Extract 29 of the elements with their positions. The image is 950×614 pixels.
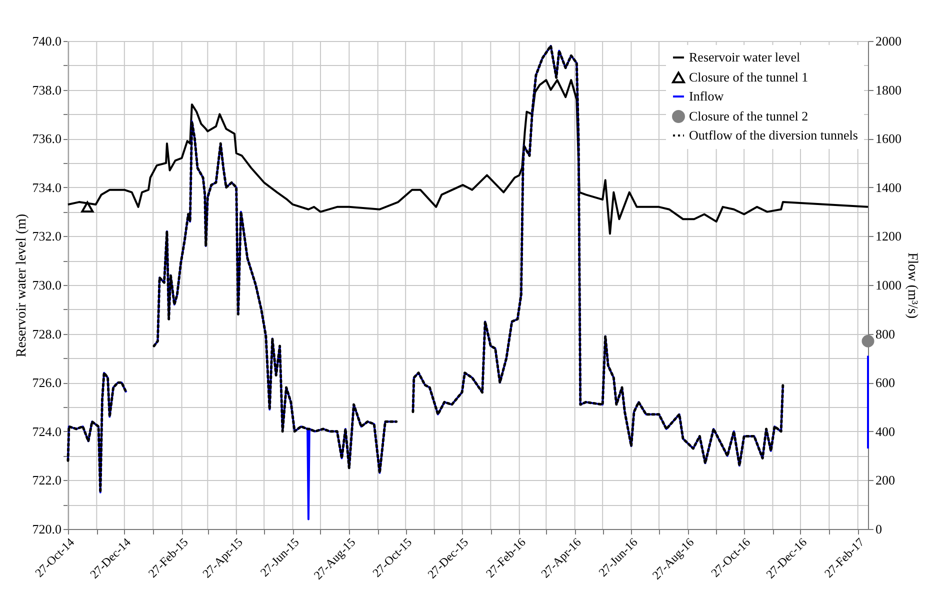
y2-tick-label: 0 (876, 522, 882, 536)
y2-tick-label: 1000 (876, 278, 902, 292)
y-tick-label: 740.0 (32, 34, 62, 48)
legend-label: Reservoir water level (689, 50, 801, 64)
y-tick-label: 720.0 (32, 522, 62, 536)
legend-label: Closure of the tunnel 1 (689, 70, 808, 84)
y-tick-label: 730.0 (32, 278, 62, 292)
y2-tick-label: 1600 (876, 131, 902, 146)
y2-tick-label: 600 (876, 375, 895, 390)
legend-label: Outflow of the diversion tunnels (689, 128, 858, 142)
y2-tick-label: 800 (876, 326, 895, 342)
y-tick-label: 724.0 (32, 424, 62, 439)
y2-tick-label: 400 (876, 424, 895, 439)
y-tick-label: 736.0 (32, 131, 62, 146)
legend-label: Inflow (689, 88, 724, 104)
y2-tick-label: 200 (876, 472, 895, 488)
y-tick-label: 722.0 (32, 472, 62, 488)
y2-tick-label: 1400 (876, 180, 902, 195)
y-tick-label: 734.0 (32, 180, 62, 195)
y-tick-label: 732.0 (32, 228, 62, 244)
y-tick-label: 728.0 (32, 326, 62, 342)
y2-tick-label: 1200 (876, 228, 902, 244)
y2-tick-label: 1800 (876, 82, 902, 98)
y-tick-label: 726.0 (32, 375, 62, 390)
y-tick-label: 738.0 (32, 82, 62, 98)
y-axis-title: Reservoir water level (m) (14, 213, 30, 358)
y2-tick-label: 2000 (876, 34, 902, 48)
y2-axis-title: Flow (m³/s) (904, 252, 920, 319)
legend-label: Closure of the tunnel 2 (689, 108, 808, 124)
